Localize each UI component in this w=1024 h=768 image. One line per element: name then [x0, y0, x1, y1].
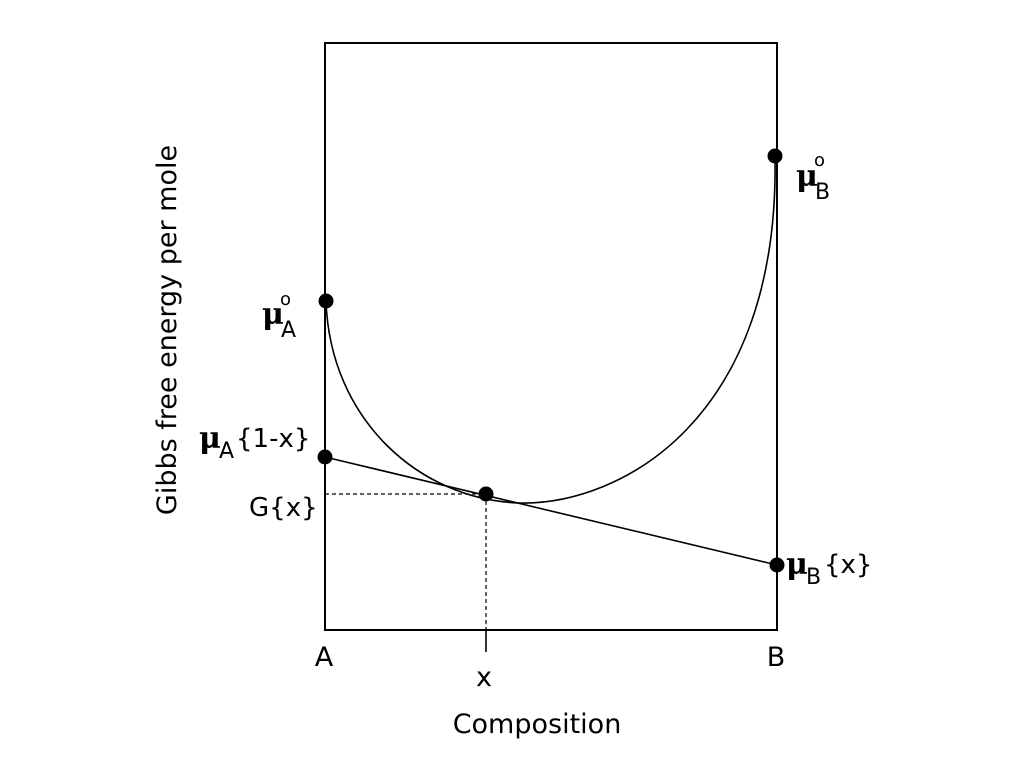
label-b-end: B	[767, 642, 786, 673]
svg-text:A: A	[281, 318, 296, 343]
svg-text:{x}: {x}	[824, 550, 872, 580]
svg-text:μ: μ	[262, 297, 284, 332]
label-mu-a-mix: μ A {1-x}	[199, 421, 310, 464]
label-mu-a-pure: μ o A	[262, 289, 296, 343]
svg-text:B: B	[806, 565, 821, 590]
svg-text:o: o	[814, 150, 825, 171]
point-mu-b-pure	[767, 148, 783, 164]
x-axis-label: Composition	[453, 709, 622, 740]
label-x-marker: x	[476, 662, 492, 693]
tangent-line	[324, 456, 778, 566]
svg-text:B: B	[815, 180, 830, 205]
y-axis-label: Gibbs free energy per mole	[152, 145, 183, 515]
label-mu-b-pure: μ o B	[796, 150, 830, 205]
svg-text:A: A	[219, 439, 234, 464]
svg-text:o: o	[280, 289, 291, 310]
label-mu-b-mix: μ B {x}	[786, 547, 872, 590]
svg-text:μ: μ	[786, 547, 808, 582]
point-mu-a-pure	[318, 293, 334, 309]
svg-text:μ: μ	[796, 159, 818, 194]
svg-text:μ: μ	[199, 421, 221, 456]
point-mu-b-mix	[769, 557, 785, 573]
label-g-of-x: G{x}	[249, 493, 318, 523]
point-g-of-x	[478, 486, 494, 502]
point-mu-a-mix	[317, 449, 333, 465]
free-energy-curve	[325, 155, 776, 504]
plot-frame	[324, 42, 778, 631]
svg-text:{1-x}: {1-x}	[236, 424, 310, 454]
label-a-end: A	[315, 642, 334, 673]
